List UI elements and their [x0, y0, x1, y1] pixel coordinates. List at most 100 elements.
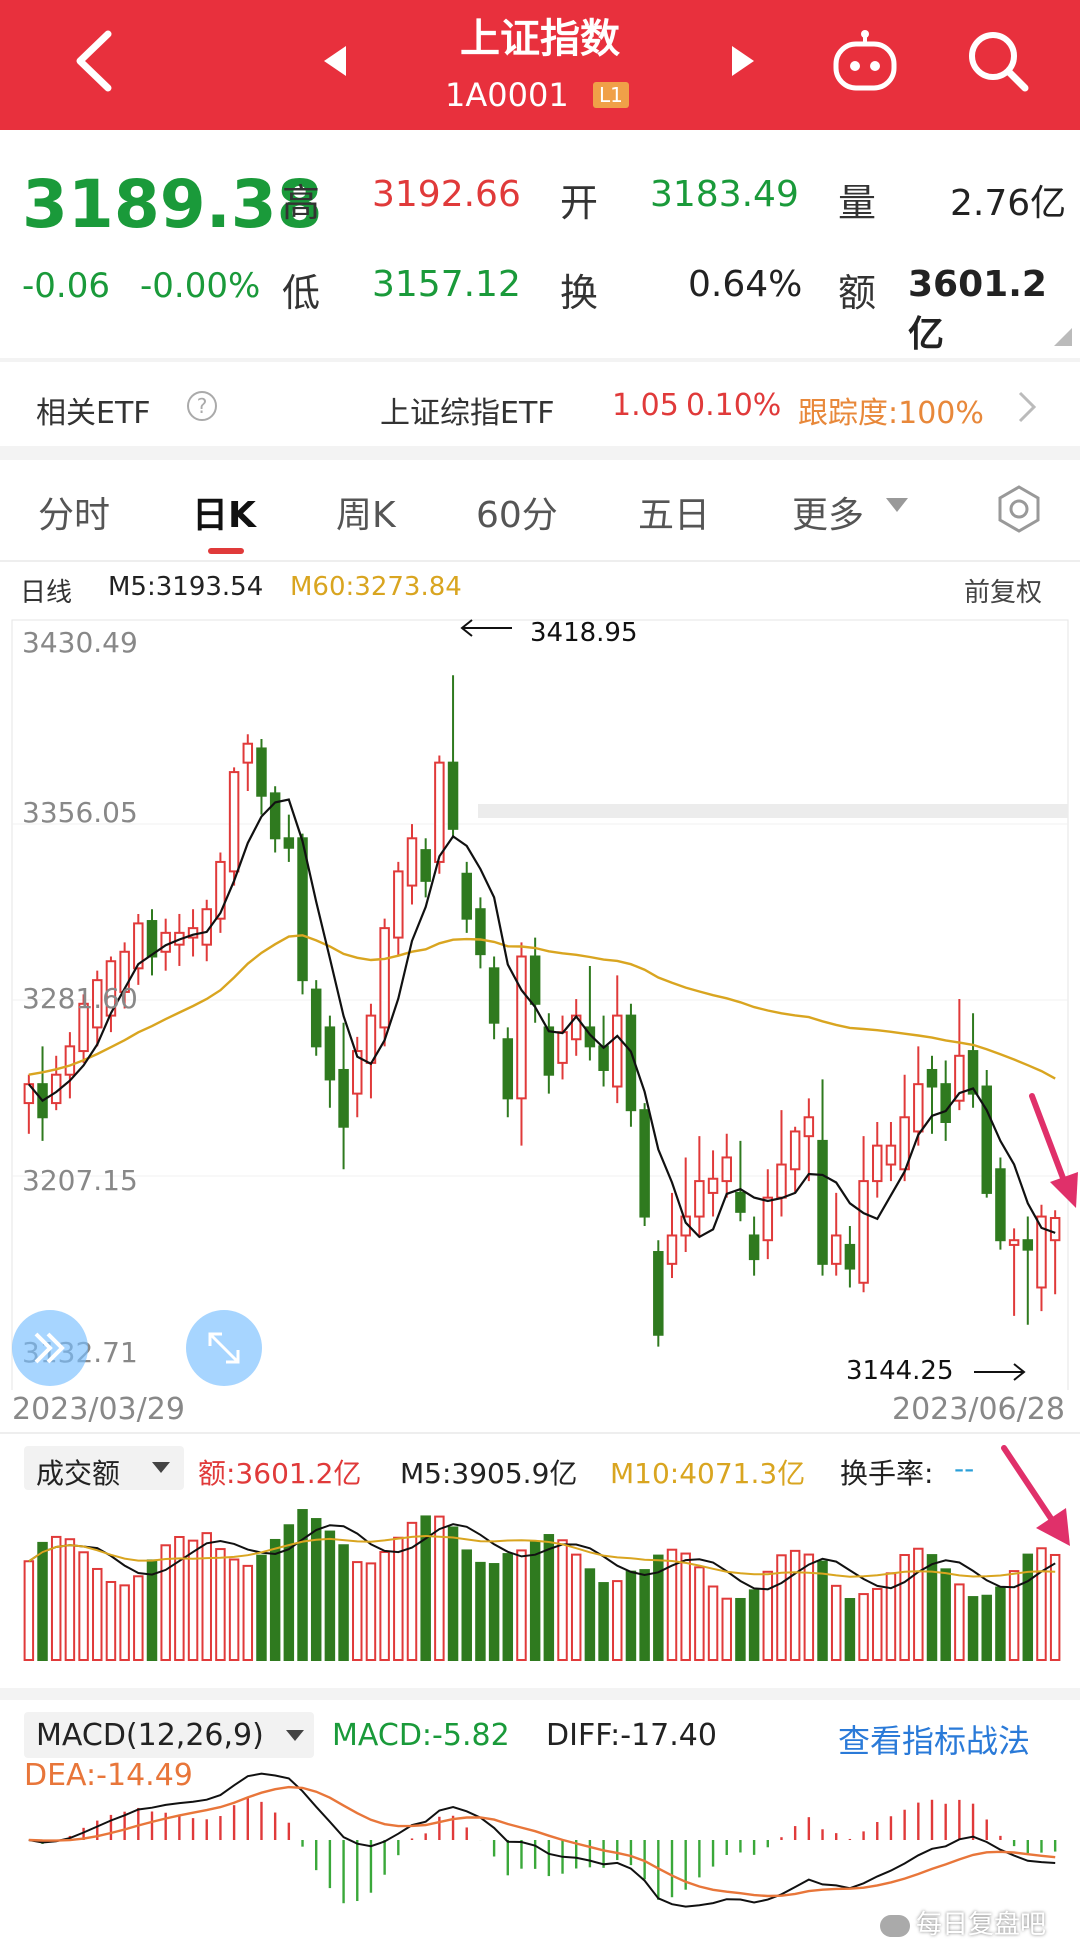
caret-down-icon[interactable] [886, 498, 908, 514]
macd-selector[interactable] [24, 1712, 314, 1758]
candle [338, 1068, 349, 1128]
volume-bar [653, 1554, 664, 1661]
turnover-value: 0.64% [688, 264, 803, 305]
etf-tracking: 跟踪度:100% [798, 396, 984, 431]
etf-label: 相关ETF [36, 396, 151, 431]
volume-bar [105, 1580, 117, 1661]
low-annotation-arrow [974, 1363, 1026, 1381]
prev-triangle-icon[interactable] [320, 44, 348, 78]
candle [78, 1002, 89, 1053]
volume-bar [174, 1535, 185, 1661]
tab-five-day[interactable]: 五日 [638, 495, 711, 536]
candle [160, 931, 171, 953]
adjust-toggle[interactable]: 前复权 [964, 578, 1043, 608]
help-icon[interactable]: ? [186, 390, 218, 422]
volume-bar [995, 1586, 1006, 1661]
tab-60min[interactable]: 60分 [476, 495, 558, 536]
strategy-link[interactable]: 查看指标战法 [838, 1722, 1031, 1760]
candle [488, 967, 500, 1024]
volume-bar [1022, 1553, 1034, 1661]
volume-chart[interactable] [0, 1490, 1080, 1670]
candle [639, 1109, 650, 1218]
candle [858, 1180, 869, 1284]
volume-bar [789, 1549, 801, 1662]
next-triangle-icon[interactable] [730, 44, 758, 78]
volume-bar [37, 1541, 48, 1662]
high-label: 高 [282, 181, 321, 225]
chevron-right-icon[interactable] [1016, 390, 1038, 424]
turnover-label: 换 [560, 271, 599, 315]
candle [92, 979, 103, 1029]
volume-bar [1036, 1547, 1047, 1661]
price-axis-1: 3430.49 [22, 626, 138, 659]
candle [256, 747, 267, 797]
candle [830, 1234, 842, 1265]
tab-daily-k[interactable]: 日K [192, 495, 256, 536]
volume-bar [913, 1547, 924, 1661]
candle [940, 1083, 951, 1123]
candle [324, 1026, 336, 1081]
candle [707, 1177, 719, 1194]
tab-more[interactable]: 更多 [792, 495, 865, 536]
volume-bar [748, 1589, 760, 1661]
expand-icon [208, 1332, 240, 1364]
volume-bar [338, 1544, 349, 1661]
candle [762, 1196, 774, 1242]
volume-bar [1049, 1553, 1061, 1661]
volume-bar [926, 1554, 938, 1661]
volume-bar [269, 1538, 281, 1661]
macd-value: MACD:-5.82 [332, 1718, 510, 1753]
date-start: 2023/03/29 [12, 1392, 185, 1427]
tab-weekly-k[interactable]: 周K [336, 495, 396, 536]
settings-icon[interactable] [994, 484, 1044, 534]
search-icon[interactable] [965, 28, 1031, 94]
candle [557, 1031, 568, 1064]
candle [516, 955, 527, 1100]
high-value: 3192.66 [372, 174, 521, 215]
volume-bar [133, 1575, 144, 1661]
macd-chart[interactable] [0, 1762, 1080, 1942]
low-annotation: 3144.25 [846, 1356, 954, 1386]
divider [0, 358, 1080, 362]
double-chevron-icon [34, 1332, 65, 1364]
active-tab-indicator [208, 548, 244, 554]
price-change-pct: -0.00% [140, 266, 261, 306]
candle [1049, 1217, 1061, 1242]
candle [612, 1014, 623, 1088]
candle [64, 1045, 76, 1076]
candlestick-chart[interactable] [0, 610, 1080, 1390]
volume-bar [201, 1532, 212, 1661]
volume-bar [612, 1580, 623, 1661]
volume-bar [872, 1587, 883, 1661]
svg-text:?: ? [197, 394, 208, 418]
date-end: 2023/06/28 [892, 1392, 1065, 1427]
volume-bar [352, 1561, 363, 1661]
pink-arrow-icon [1029, 1093, 1078, 1208]
volume-bar [570, 1553, 582, 1661]
volume-bar [420, 1515, 431, 1661]
price-axis-4: 3207.15 [22, 1164, 138, 1197]
volume-bar [844, 1598, 856, 1661]
low-value: 3157.12 [372, 264, 521, 305]
page-title: 上证指数 [460, 16, 620, 62]
etf-name[interactable]: 上证综指ETF [380, 396, 555, 431]
candle [598, 1045, 609, 1071]
back-arrow-icon[interactable] [70, 28, 116, 94]
robot-icon[interactable] [830, 26, 900, 96]
price-change: -0.06 [22, 266, 110, 306]
high-annotation: 3418.95 [530, 618, 638, 648]
volume-bar [310, 1518, 322, 1661]
volume-bar [954, 1583, 965, 1661]
turnover-rate-label: 换手率: [840, 1457, 934, 1490]
candle [872, 1144, 883, 1183]
expand-corner-icon[interactable] [1054, 328, 1072, 346]
stock-code: 1A0001 [445, 76, 569, 114]
watermark: 每日复盘吧 [880, 1904, 1046, 1941]
ma60-legend: M60:3273.84 [290, 572, 462, 602]
volume-bar [475, 1561, 486, 1661]
tab-intraday[interactable]: 分时 [38, 495, 111, 536]
candle [1022, 1239, 1034, 1251]
volume-bar [92, 1567, 103, 1661]
volume-bar [762, 1570, 774, 1661]
volume-bar [557, 1539, 568, 1662]
